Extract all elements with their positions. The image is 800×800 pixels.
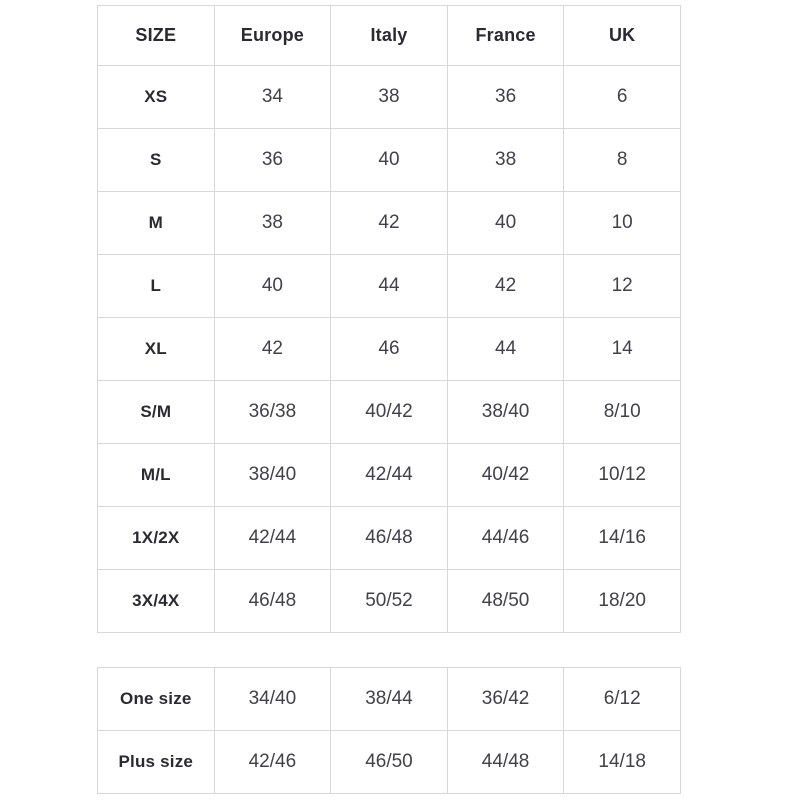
column-header-uk: UK (563, 5, 681, 66)
row-label: S (97, 128, 215, 192)
table-cell: 44/46 (446, 506, 565, 570)
special-size-table: One size 34/40 38/44 36/42 6/12 Plus siz… (97, 667, 681, 794)
table-cell: 34/40 (213, 667, 332, 731)
table-row-xs: XS 34 38 36 6 (97, 65, 681, 129)
table-cell: 10/12 (563, 443, 681, 507)
column-header-france: France (446, 5, 565, 66)
table-cell: 44/48 (446, 730, 565, 794)
table-cell: 48/50 (446, 569, 565, 633)
row-label: M (97, 191, 215, 255)
row-label: L (97, 254, 215, 318)
table-row-xl: XL 42 46 44 14 (97, 317, 681, 381)
table-row-l: L 40 44 42 12 (97, 254, 681, 318)
row-label: XL (97, 317, 215, 381)
table-cell: 36 (446, 65, 565, 129)
table-row-s-m: S/M 36/38 40/42 38/40 8/10 (97, 380, 681, 444)
table-cell: 44 (446, 317, 565, 381)
row-label: Plus size (97, 730, 215, 794)
table-row-one-size: One size 34/40 38/44 36/42 6/12 (97, 667, 681, 731)
header-row: SIZE Europe Italy France UK (97, 5, 681, 66)
row-label: M/L (97, 443, 215, 507)
table-row-plus-size: Plus size 42/46 46/50 44/48 14/18 (97, 730, 681, 794)
table-cell: 46/50 (330, 730, 448, 794)
table-cell: 44 (330, 254, 448, 318)
table-cell: 36/38 (213, 380, 332, 444)
table-cell: 40/42 (446, 443, 565, 507)
row-label: 3X/4X (97, 569, 215, 633)
table-cell: 36/42 (446, 667, 565, 731)
table-row-s: S 36 40 38 8 (97, 128, 681, 192)
table-cell: 46/48 (330, 506, 448, 570)
table-cell: 42 (330, 191, 448, 255)
table-cell: 42 (446, 254, 565, 318)
row-label: S/M (97, 380, 215, 444)
table-cell: 40/42 (330, 380, 448, 444)
table-cell: 14/16 (563, 506, 681, 570)
table-cell: 38 (330, 65, 448, 129)
size-conversion-table: SIZE Europe Italy France UK XS 34 38 36 … (97, 5, 681, 633)
table-cell: 46/48 (213, 569, 332, 633)
table-cell: 38/44 (330, 667, 448, 731)
table-cell: 46 (330, 317, 448, 381)
table-row-m-l: M/L 38/40 42/44 40/42 10/12 (97, 443, 681, 507)
table-cell: 14 (563, 317, 681, 381)
row-label: One size (97, 667, 215, 731)
table-cell: 8/10 (563, 380, 681, 444)
table-cell: 10 (563, 191, 681, 255)
table-row-3x-4x: 3X/4X 46/48 50/52 48/50 18/20 (97, 569, 681, 633)
size-table-header: SIZE Europe Italy France UK (97, 5, 681, 66)
column-header-europe: Europe (213, 5, 332, 66)
table-cell: 42/44 (330, 443, 448, 507)
table-cell: 12 (563, 254, 681, 318)
table-cell: 38/40 (213, 443, 332, 507)
table-cell: 42 (213, 317, 332, 381)
table-cell: 18/20 (563, 569, 681, 633)
table-cell: 50/52 (330, 569, 448, 633)
table-cell: 42/46 (213, 730, 332, 794)
table-cell: 42/44 (213, 506, 332, 570)
table-cell: 38/40 (446, 380, 565, 444)
table-cell: 34 (213, 65, 332, 129)
table-cell: 36 (213, 128, 332, 192)
row-label: XS (97, 65, 215, 129)
table-cell: 40 (330, 128, 448, 192)
table-row-1x-2x: 1X/2X 42/44 46/48 44/46 14/16 (97, 506, 681, 570)
column-header-size: SIZE (97, 5, 215, 66)
table-cell: 14/18 (563, 730, 681, 794)
table-cell: 6/12 (563, 667, 681, 731)
table-cell: 38 (213, 191, 332, 255)
table-cell: 6 (563, 65, 681, 129)
table-cell: 8 (563, 128, 681, 192)
table-cell: 40 (213, 254, 332, 318)
column-header-italy: Italy (330, 5, 448, 66)
table-row-m: M 38 42 40 10 (97, 191, 681, 255)
table-cell: 40 (446, 191, 565, 255)
row-label: 1X/2X (97, 506, 215, 570)
table-cell: 38 (446, 128, 565, 192)
